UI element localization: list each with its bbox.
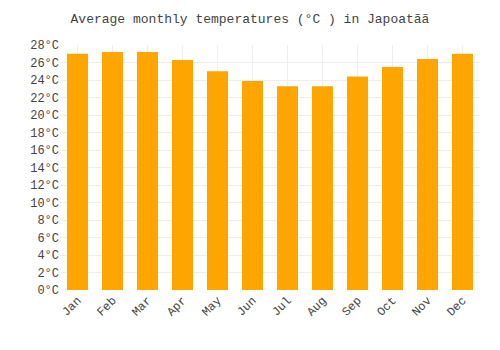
svg-text:Dec: Dec: [444, 294, 469, 319]
svg-text:May: May: [199, 294, 224, 319]
svg-text:26°C: 26°C: [30, 57, 59, 71]
svg-text:22°C: 22°C: [30, 92, 59, 106]
svg-text:Jun: Jun: [234, 294, 259, 319]
svg-text:Nov: Nov: [409, 294, 434, 319]
svg-text:Oct: Oct: [374, 294, 399, 319]
svg-text:28°C: 28°C: [30, 39, 59, 53]
svg-text:Sep: Sep: [339, 294, 364, 319]
svg-text:12°C: 12°C: [30, 179, 59, 193]
svg-text:24°C: 24°C: [30, 74, 59, 88]
svg-text:Apr: Apr: [164, 294, 189, 319]
svg-text:Jan: Jan: [59, 294, 84, 319]
svg-text:20°C: 20°C: [30, 109, 59, 123]
svg-text:Jul: Jul: [269, 294, 294, 319]
svg-text:2°C: 2°C: [37, 267, 59, 281]
svg-text:0°C: 0°C: [37, 284, 59, 298]
svg-text:8°C: 8°C: [37, 214, 59, 228]
svg-text:Mar: Mar: [129, 294, 154, 319]
svg-text:14°C: 14°C: [30, 162, 59, 176]
svg-text:Aug: Aug: [304, 294, 329, 319]
svg-text:6°C: 6°C: [37, 232, 59, 246]
svg-text:Average monthly temperatures (: Average monthly temperatures (°C ) in Ja…: [71, 12, 430, 27]
svg-text:Feb: Feb: [94, 294, 119, 319]
svg-text:4°C: 4°C: [37, 249, 59, 263]
svg-text:10°C: 10°C: [30, 197, 59, 211]
svg-text:16°C: 16°C: [30, 144, 59, 158]
svg-text:18°C: 18°C: [30, 127, 59, 141]
